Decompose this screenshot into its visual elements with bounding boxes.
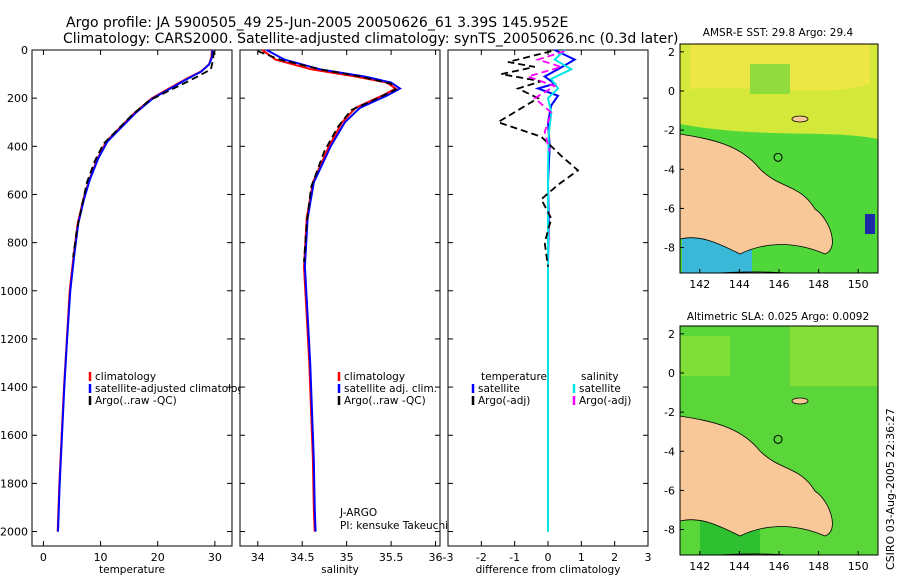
high-sla-patch bbox=[790, 326, 878, 386]
legend-label: climatology bbox=[344, 371, 405, 383]
y-tick-label: 800 bbox=[7, 237, 28, 250]
y-tick-label: -6 bbox=[664, 484, 675, 497]
island bbox=[791, 115, 809, 123]
y-tick-label: 2000 bbox=[0, 526, 28, 539]
x-tick-label: 148 bbox=[808, 278, 829, 291]
temperature-panel: 0 10 20 30 0 200 400 600 800 1000 1200 1400 1600 1800… bbox=[0, 44, 250, 576]
sst-map-title: AMSR-E SST: 29.8 Argo: 29.4 bbox=[703, 27, 854, 39]
legend-label: climatology bbox=[95, 371, 156, 383]
map-content bbox=[680, 44, 878, 273]
legend-label: satellite-adjusted climatology bbox=[95, 383, 250, 395]
x-tick-label: 144 bbox=[729, 560, 750, 573]
y-tick-label: 2 bbox=[668, 328, 675, 341]
y-tick-label: -8 bbox=[664, 524, 675, 537]
y-tick-label: 400 bbox=[7, 140, 28, 153]
y-tick-label: -4 bbox=[664, 445, 675, 458]
y-tick-label: -2 bbox=[664, 124, 675, 137]
argo-location-marker bbox=[773, 434, 783, 444]
x-tick-label: 36 bbox=[429, 551, 443, 564]
x-tick-label: 0 bbox=[40, 551, 47, 564]
sst-map: 142 144 146 148 150 2 0 -2 -4 -6 -8 bbox=[664, 43, 879, 291]
x-tick-label: 20 bbox=[151, 551, 165, 564]
difference-panel: -3 -2 -1 0 1 2 3 difference from climatology tem… bbox=[443, 49, 652, 576]
y-tick-label: 1000 bbox=[0, 285, 28, 298]
y-tick-label: -2 bbox=[664, 406, 675, 419]
legend-label: Argo(..raw -QC) bbox=[344, 395, 426, 407]
x-tick-label: 146 bbox=[769, 278, 790, 291]
x-axis-label: difference from climatology bbox=[476, 564, 621, 576]
legend-label: temperature bbox=[481, 371, 547, 383]
x-axis-label: salinity bbox=[321, 564, 359, 576]
footer-credit: CSIRO 03-Aug-2005 22:36:27 bbox=[884, 408, 897, 570]
legend-label: Argo(-adj) bbox=[478, 395, 530, 407]
island bbox=[791, 397, 809, 405]
y-tick-label: 1800 bbox=[0, 477, 28, 490]
y-tick-label: 0 bbox=[668, 85, 675, 98]
annotation-text: PI: kensuke Takeuchi bbox=[340, 520, 448, 532]
y-tick-label: 600 bbox=[7, 188, 28, 201]
series-line bbox=[266, 49, 402, 532]
figure-title-line2: Climatology: CARS2000. Satellite-adjuste… bbox=[63, 31, 678, 47]
x-tick-label: 3 bbox=[645, 551, 652, 564]
series-line bbox=[57, 49, 214, 532]
x-axis-label: temperature bbox=[99, 564, 165, 576]
y-tick-label: 1200 bbox=[0, 333, 28, 346]
cold-spot bbox=[865, 214, 875, 234]
series-line bbox=[257, 50, 397, 262]
argo-location-marker bbox=[773, 152, 783, 162]
plot-frame bbox=[239, 49, 441, 547]
sla-map-title: Altimetric SLA: 0.025 Argo: 0.0092 bbox=[687, 311, 869, 323]
y-tick-label: 1600 bbox=[0, 429, 28, 442]
salinity-panel: 34 34.5 35 35.5 36 salinity climatologysatelli… bbox=[239, 49, 448, 576]
x-tick-label: 34 bbox=[251, 551, 265, 564]
new-guinea-land bbox=[680, 415, 833, 537]
x-tick-label: 34.5 bbox=[290, 551, 315, 564]
x-tick-label: 10 bbox=[94, 551, 108, 564]
y-tick-label: -6 bbox=[664, 202, 675, 215]
x-tick-label: 144 bbox=[729, 278, 750, 291]
x-tick-label: 148 bbox=[808, 560, 829, 573]
map-content bbox=[680, 326, 878, 555]
x-tick-label: 30 bbox=[208, 551, 222, 564]
x-tick-label: 35.5 bbox=[379, 551, 404, 564]
x-tick-label: 142 bbox=[689, 560, 710, 573]
x-tick-label: 146 bbox=[769, 560, 790, 573]
plot-frame bbox=[31, 49, 233, 547]
series-line bbox=[495, 50, 580, 267]
legend-label: Argo(..raw -QC) bbox=[95, 395, 177, 407]
x-tick-label: 150 bbox=[848, 278, 869, 291]
legend-label: Argo(-adj) bbox=[579, 395, 631, 407]
x-tick-label: 0 bbox=[545, 551, 552, 564]
x-tick-label: 150 bbox=[848, 560, 869, 573]
y-tick-label: -4 bbox=[664, 163, 675, 176]
y-tick-label: -8 bbox=[664, 242, 675, 255]
legend-label: satellite bbox=[579, 383, 621, 395]
x-tick-label: -3 bbox=[443, 551, 454, 564]
y-tick-label: 0 bbox=[21, 44, 28, 57]
y-tick-label: 200 bbox=[7, 92, 28, 105]
y-tick-label: 1400 bbox=[0, 381, 28, 394]
y-tick-label: 2 bbox=[668, 46, 675, 59]
cool-patch bbox=[750, 64, 790, 94]
legend-label: satellite bbox=[478, 383, 520, 395]
new-guinea-land bbox=[680, 133, 833, 255]
annotation-text: J-ARGO bbox=[339, 507, 377, 519]
series-line bbox=[525, 50, 565, 152]
x-tick-label: 142 bbox=[689, 278, 710, 291]
legend-label: salinity bbox=[581, 371, 619, 383]
x-tick-label: 2 bbox=[611, 551, 618, 564]
figure-title-line1: Argo profile: JA 5900505_49 25-Jun-2005 … bbox=[66, 15, 568, 31]
x-tick-label: 1 bbox=[578, 551, 585, 564]
y-tick-label: 0 bbox=[668, 367, 675, 380]
high-sla-patch bbox=[680, 336, 730, 376]
x-tick-label: -2 bbox=[476, 551, 487, 564]
x-tick-label: 35 bbox=[340, 551, 354, 564]
series-line bbox=[72, 51, 215, 258]
legend-label: satellite adj. clim. bbox=[344, 383, 437, 395]
x-tick-label: -1 bbox=[509, 551, 520, 564]
sla-map: 142 144 146 148 150 2 0 -2 -4 -6 -8 bbox=[664, 325, 879, 573]
